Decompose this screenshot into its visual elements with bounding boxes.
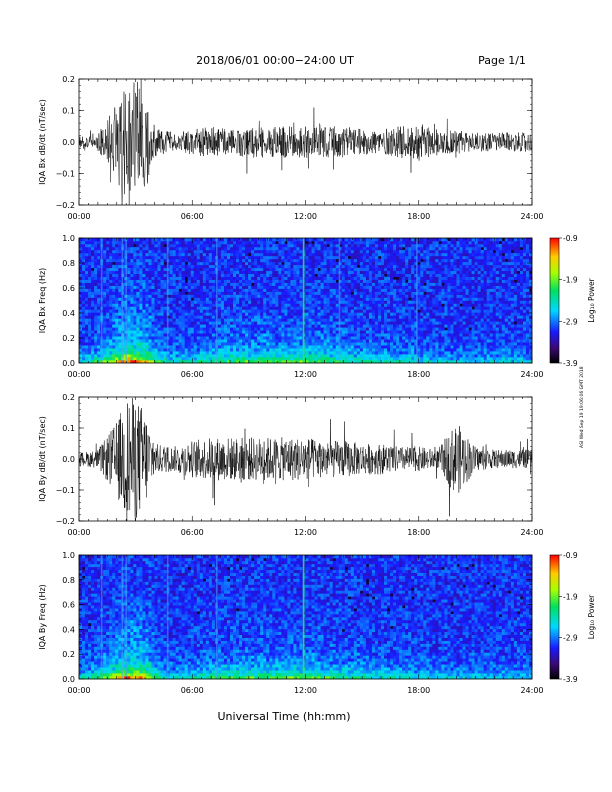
x-tick-label: 06:00 bbox=[181, 686, 204, 695]
y-tick-label: 0.4 bbox=[62, 309, 75, 318]
x-tick-label: 12:00 bbox=[294, 212, 317, 221]
y-axis-label: IQA Bx dB/dt (nT/sec) bbox=[38, 99, 47, 185]
x-tick-label: 06:00 bbox=[181, 370, 204, 379]
y-tick-label: 0.0 bbox=[62, 675, 75, 684]
side-stamp: ASI Wed Sep 19 19:06:06 GMT 2018 bbox=[579, 366, 585, 448]
broadband-burst bbox=[416, 238, 418, 363]
line-panel-3: 00:00 06:00 12:00 18:00 24:00 0.2 0.1 0.0 −0.1 −0… bbox=[38, 393, 544, 537]
broadband-burst bbox=[302, 555, 305, 679]
colorbar-tick-label: -3.9 bbox=[563, 359, 578, 368]
y-tick-label: 0.2 bbox=[62, 650, 75, 659]
colorbar-tick-label: -1.9 bbox=[563, 592, 578, 601]
figure-title: 2018/06/01 00:00−24:00 UT bbox=[196, 54, 354, 67]
x-tick-label: 12:00 bbox=[294, 528, 317, 537]
colorbar-tick-label: -3.9 bbox=[563, 675, 578, 684]
colorbar: -0.9 -1.9 -2.9 -3.9 Log₁₀ Power bbox=[549, 551, 596, 684]
broadband-burst bbox=[125, 238, 127, 363]
spectrogram-panel-4: 00:00 06:00 12:00 18:00 24:00 1.0 0.8 0.6 0.4 0.2… bbox=[38, 551, 596, 695]
broadband-burst bbox=[302, 238, 305, 363]
colorbar-tick-label: -0.9 bbox=[563, 551, 578, 560]
broadband-burst bbox=[125, 555, 127, 679]
y-tick-label: 0.8 bbox=[62, 259, 75, 268]
colorbar-tick-label: -0.9 bbox=[563, 234, 578, 243]
spectrogram-panel-2: 00:00 06:00 12:00 18:00 24:00 1.0 0.8 0.6 0.4 0.2… bbox=[38, 234, 596, 379]
y-tick-label: 0.2 bbox=[62, 75, 75, 84]
x-tick-label: 12:00 bbox=[294, 370, 317, 379]
broadband-burst bbox=[166, 555, 169, 679]
y-tick-label: 0.4 bbox=[62, 625, 75, 634]
y-axis-label: IQA Bx Freq (Hz) bbox=[38, 268, 47, 334]
line-panel-1: 00:00 06:00 12:00 18:00 24:00 0.2 0.1 0.0 −0.1 −0… bbox=[38, 75, 544, 221]
colorbar-tick-label: -1.9 bbox=[563, 276, 578, 285]
page-number: Page 1/1 bbox=[478, 54, 526, 67]
y-tick-label: 0.6 bbox=[62, 601, 75, 610]
x-tick-label: 06:00 bbox=[181, 212, 204, 221]
y-tick-label: 1.0 bbox=[62, 234, 75, 243]
x-tick-label: 00:00 bbox=[67, 528, 90, 537]
broadband-burst bbox=[338, 238, 341, 363]
y-tick-label: −0.2 bbox=[56, 201, 75, 210]
colorbar-tick-label: -2.9 bbox=[563, 317, 578, 326]
x-tick-label: 24:00 bbox=[520, 212, 543, 221]
y-tick-label: −0.1 bbox=[56, 486, 75, 495]
colorbar-tick-label: -2.9 bbox=[563, 634, 578, 643]
y-tick-label: 0.2 bbox=[62, 393, 75, 402]
broadband-burst bbox=[166, 238, 169, 363]
y-tick-label: −0.1 bbox=[56, 170, 75, 179]
waveform-series bbox=[78, 78, 533, 206]
y-tick-label: 0.1 bbox=[62, 107, 75, 116]
x-tick-label: 18:00 bbox=[407, 370, 430, 379]
broadband-burst bbox=[121, 555, 124, 679]
x-tick-label: 00:00 bbox=[67, 370, 90, 379]
colorbar-label: Log₁₀ Power bbox=[587, 277, 596, 322]
y-axis-label: IQA By dB/dt (nT/sec) bbox=[38, 416, 47, 502]
x-axis-label: Universal Time (hh:mm) bbox=[218, 710, 351, 723]
x-tick-label: 18:00 bbox=[407, 686, 430, 695]
broadband-burst bbox=[100, 555, 103, 679]
waveform-series bbox=[78, 398, 533, 522]
y-tick-label: 0.0 bbox=[62, 455, 75, 464]
x-tick-label: 18:00 bbox=[407, 528, 430, 537]
y-tick-label: −0.2 bbox=[56, 517, 75, 526]
x-tick-label: 06:00 bbox=[181, 528, 204, 537]
x-tick-label: 00:00 bbox=[67, 212, 90, 221]
y-tick-label: 0.2 bbox=[62, 334, 75, 343]
broadband-burst bbox=[215, 555, 218, 679]
x-tick-label: 18:00 bbox=[407, 212, 430, 221]
colorbar-label: Log₁₀ Power bbox=[587, 594, 596, 639]
broadband-burst bbox=[121, 238, 124, 363]
y-axis-label: IQA By Freq (Hz) bbox=[38, 584, 47, 650]
broadband-burst bbox=[215, 238, 218, 363]
x-tick-label: 12:00 bbox=[294, 686, 317, 695]
x-tick-label: 24:00 bbox=[520, 686, 543, 695]
broadband-burst bbox=[100, 238, 103, 363]
x-tick-label: 00:00 bbox=[67, 686, 90, 695]
y-tick-label: 0.0 bbox=[62, 359, 75, 368]
x-tick-label: 24:00 bbox=[520, 370, 543, 379]
x-tick-label: 24:00 bbox=[520, 528, 543, 537]
y-tick-label: 0.1 bbox=[62, 424, 75, 433]
y-tick-label: 0.6 bbox=[62, 284, 75, 293]
y-tick-label: 0.0 bbox=[62, 138, 75, 147]
y-tick-label: 0.8 bbox=[62, 576, 75, 585]
colorbar: -0.9 -1.9 -2.9 -3.9 Log₁₀ Power bbox=[549, 234, 596, 368]
y-tick-label: 1.0 bbox=[62, 551, 75, 560]
